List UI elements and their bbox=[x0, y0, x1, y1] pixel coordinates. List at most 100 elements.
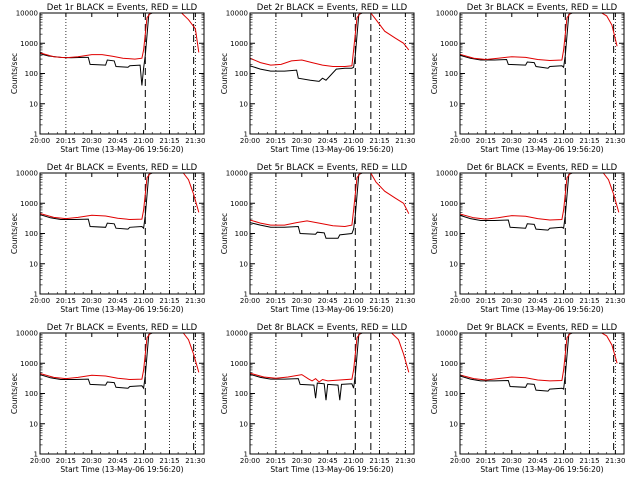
x-tick-label: 20:30 bbox=[82, 137, 102, 145]
detector-panel-1: Det 1r BLACK = Events, RED = LLD 1 10 100 10… bbox=[10, 3, 205, 154]
x-tick-label: 21:15 bbox=[369, 297, 389, 305]
y-tick-label: 1000 bbox=[230, 40, 248, 48]
panel-title: Det 9r BLACK = Events, RED = LLD bbox=[467, 323, 618, 333]
x-tick-label: 21:15 bbox=[159, 297, 179, 305]
x-tick-label: 21:00 bbox=[133, 137, 153, 145]
x-tick-label: 21:15 bbox=[369, 137, 389, 145]
x-tick-label: 21:30 bbox=[185, 137, 205, 145]
detector-panel-4: Det 4r BLACK = Events, RED = LLD 1 10 100 10… bbox=[10, 163, 205, 314]
x-tick-label: 20:15 bbox=[56, 137, 76, 145]
y-tick-label: 10000 bbox=[16, 10, 38, 18]
x-tick-label: 20:15 bbox=[266, 297, 286, 305]
x-tick-label: 21:15 bbox=[159, 457, 179, 465]
y-tick-label: 100 bbox=[235, 230, 248, 238]
y-tick-label: 10000 bbox=[226, 10, 248, 18]
plot-frame bbox=[249, 172, 415, 295]
y-tick-label: 1 bbox=[244, 131, 248, 139]
x-tick-label: 20:15 bbox=[476, 137, 496, 145]
plot-frame bbox=[459, 332, 625, 455]
plot-frame bbox=[459, 172, 625, 295]
y-tick-label: 100 bbox=[445, 230, 458, 238]
y-tick-label: 100 bbox=[235, 70, 248, 78]
panel-title: Det 2r BLACK = Events, RED = LLD bbox=[257, 3, 408, 13]
plot-frame bbox=[249, 332, 415, 455]
y-tick-label: 1 bbox=[454, 451, 458, 459]
x-tick-label: 21:30 bbox=[605, 457, 625, 465]
x-tick-label: 20:30 bbox=[292, 137, 312, 145]
y-tick-label: 1 bbox=[454, 131, 458, 139]
x-tick-label: 20:30 bbox=[292, 297, 312, 305]
x-axis-label: Start Time (13-May-06 19:56:20) bbox=[60, 145, 183, 154]
detector-panel-9: Det 9r BLACK = Events, RED = LLD 1 10 100 10… bbox=[430, 323, 625, 474]
x-tick-label: 20:45 bbox=[318, 137, 338, 145]
lld-series-line bbox=[460, 333, 618, 382]
x-axis-label: Start Time (13-May-06 19:56:20) bbox=[480, 145, 603, 154]
x-tick-label: 20:45 bbox=[528, 137, 548, 145]
y-tick-label: 10 bbox=[239, 260, 248, 268]
x-tick-label: 20:45 bbox=[318, 297, 338, 305]
plot-frame bbox=[459, 12, 625, 135]
y-axis-label: Counts/sec bbox=[430, 213, 439, 254]
y-tick-label: 1 bbox=[34, 291, 38, 299]
y-tick-label: 1000 bbox=[20, 200, 38, 208]
x-tick-label: 21:00 bbox=[553, 457, 573, 465]
x-tick-label: 20:15 bbox=[56, 297, 76, 305]
series-group bbox=[460, 333, 618, 392]
x-tick-label: 20:00 bbox=[450, 297, 470, 305]
x-tick-label: 21:30 bbox=[395, 457, 415, 465]
x-tick-label: 20:30 bbox=[502, 137, 522, 145]
panel-title: Det 5r BLACK = Events, RED = LLD bbox=[257, 163, 408, 173]
y-tick-label: 1 bbox=[454, 291, 458, 299]
detector-panel-8: Det 8r BLACK = Events, RED = LLD 1 10 100 10… bbox=[220, 323, 415, 474]
y-tick-label: 100 bbox=[445, 390, 458, 398]
x-tick-label: 21:00 bbox=[133, 457, 153, 465]
x-tick-label: 20:15 bbox=[476, 297, 496, 305]
y-tick-label: 10 bbox=[29, 100, 38, 108]
series-group bbox=[460, 173, 620, 231]
x-tick-label: 21:15 bbox=[369, 457, 389, 465]
y-tick-label: 100 bbox=[25, 70, 38, 78]
x-tick-label: 20:45 bbox=[108, 137, 128, 145]
x-axis-label: Start Time (13-May-06 19:56:20) bbox=[270, 305, 393, 314]
y-axis-label: Counts/sec bbox=[220, 53, 229, 94]
lld-series-line bbox=[250, 173, 410, 228]
y-tick-label: 1 bbox=[34, 451, 38, 459]
series-group bbox=[460, 13, 618, 69]
y-tick-label: 100 bbox=[25, 390, 38, 398]
series-group bbox=[250, 13, 410, 82]
y-tick-label: 10000 bbox=[436, 170, 458, 178]
events-series-line bbox=[460, 333, 573, 392]
x-tick-label: 20:30 bbox=[502, 457, 522, 465]
y-tick-label: 100 bbox=[25, 230, 38, 238]
y-tick-label: 10 bbox=[29, 420, 38, 428]
x-tick-label: 20:15 bbox=[476, 457, 496, 465]
x-tick-label: 21:30 bbox=[395, 137, 415, 145]
y-tick-label: 1000 bbox=[440, 360, 458, 368]
x-axis-label: Start Time (13-May-06 19:56:20) bbox=[480, 305, 603, 314]
y-tick-label: 10 bbox=[449, 420, 458, 428]
y-tick-label: 1 bbox=[34, 131, 38, 139]
lld-series-line bbox=[40, 333, 200, 381]
x-tick-label: 20:45 bbox=[318, 457, 338, 465]
series-group bbox=[250, 173, 410, 239]
panel-title: Det 3r BLACK = Events, RED = LLD bbox=[467, 3, 618, 13]
detector-panel-7: Det 7r BLACK = Events, RED = LLD 1 10 100 10… bbox=[10, 323, 205, 474]
x-tick-label: 21:00 bbox=[343, 137, 363, 145]
x-tick-label: 21:30 bbox=[605, 137, 625, 145]
plot-frame bbox=[39, 12, 205, 135]
y-tick-label: 10000 bbox=[226, 170, 248, 178]
y-tick-label: 100 bbox=[235, 390, 248, 398]
x-tick-label: 21:00 bbox=[553, 297, 573, 305]
detector-panel-5: Det 5r BLACK = Events, RED = LLD 1 10 100 10… bbox=[220, 163, 415, 314]
lld-series-line bbox=[40, 173, 200, 221]
events-series-line bbox=[250, 13, 363, 82]
events-series-line bbox=[40, 13, 153, 86]
x-tick-label: 20:00 bbox=[240, 457, 260, 465]
lld-series-line bbox=[460, 13, 618, 62]
x-tick-label: 21:00 bbox=[343, 457, 363, 465]
detector-panel-6: Det 6r BLACK = Events, RED = LLD 1 10 100 10… bbox=[430, 163, 625, 314]
series-group bbox=[40, 333, 200, 390]
x-tick-label: 20:00 bbox=[240, 297, 260, 305]
y-axis-label: Counts/sec bbox=[430, 53, 439, 94]
